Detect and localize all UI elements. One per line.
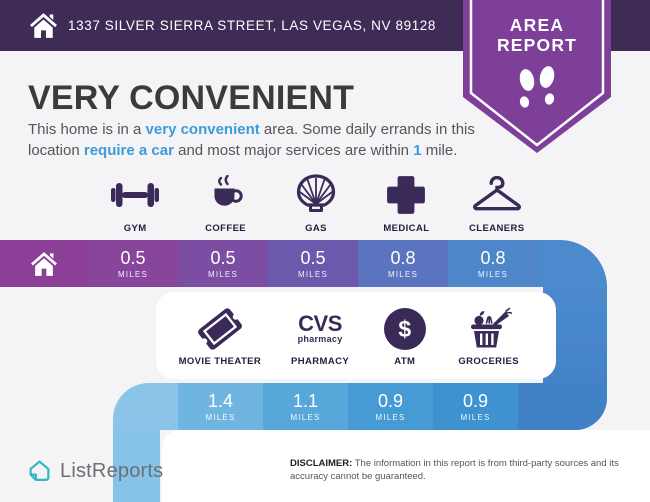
grocery-basket-icon <box>470 307 512 348</box>
badge-title-line2: REPORT <box>496 35 578 55</box>
distance-cell-pharmacy: 1.1 MILES <box>263 383 348 430</box>
summary-text: location <box>28 141 84 159</box>
place-groceries: GROCERIES <box>445 304 532 367</box>
distance-unit: MILES <box>205 412 236 422</box>
distance-cell-gas: 0.5 MILES <box>268 240 358 287</box>
disclaimer-card <box>162 430 650 502</box>
distance-value: 0.5 <box>300 247 326 268</box>
place-label: CLEANERS <box>469 223 525 234</box>
coffee-cup-icon <box>214 175 243 206</box>
home-marker-cell <box>0 240 88 287</box>
place-label: PHARMACY <box>291 356 350 367</box>
place-medical: MEDICAL <box>361 171 451 234</box>
disclaimer-text: DISCLAIMER: The information in this repo… <box>290 457 646 484</box>
home-icon <box>30 13 57 38</box>
distance-cell-medical: 0.8 MILES <box>358 240 448 287</box>
place-cleaners: CLEANERS <box>452 171 542 234</box>
distance-unit: MILES <box>477 269 508 279</box>
distance-cell-atm: 0.9 MILES <box>348 383 433 430</box>
disclaimer-label: DISCLAIMER: <box>290 458 353 469</box>
distance-bar-row1: 0.5 MILES 0.5 MILES 0.5 MILES 0.8 MILES … <box>0 240 607 287</box>
page-title: VERY CONVENIENT <box>28 79 355 117</box>
path-bar2-tail <box>518 383 607 430</box>
cvs-pharmacy-logo: CVS pharmacy <box>297 311 343 344</box>
distance-value: 1.1 <box>292 390 319 411</box>
distance-value: 0.8 <box>480 247 506 268</box>
distance-cell-coffee: 0.5 MILES <box>178 240 268 287</box>
place-label: GROCERIES <box>458 356 519 367</box>
highlight-one: 1 <box>413 141 422 159</box>
disclaimer-line1: The information in this report is from t… <box>352 458 619 469</box>
cvs-logo-text: CVS <box>298 311 342 337</box>
distance-value: 0.9 <box>377 390 404 411</box>
place-label: GYM <box>123 223 147 234</box>
distance-bar-row2: 1.4 MILES 1.1 MILES 0.9 MILES 0.9 MILES <box>113 383 607 430</box>
place-label: GAS <box>305 223 327 234</box>
summary-text: and most major services are within <box>173 141 414 159</box>
place-movie-theater: MOVIE THEATER <box>164 304 276 367</box>
movie-ticket-icon <box>197 308 242 350</box>
property-address: 1337 SILVER SIERRA STREET, LAS VEGAS, NV… <box>68 18 437 33</box>
place-coffee: COFFEE <box>180 171 270 234</box>
badge-pennant-shape <box>463 0 611 153</box>
medical-cross-icon <box>387 176 426 214</box>
distance-unit: MILES <box>375 412 406 422</box>
distance-unit: MILES <box>460 412 491 422</box>
disclaimer-line2: accuracy cannot be guaranteed. <box>290 471 426 483</box>
distance-value: 1.4 <box>207 390 234 411</box>
distance-value: 0.5 <box>210 247 236 268</box>
listreports-brand: ListReports <box>27 459 163 483</box>
place-label: MEDICAL <box>383 223 430 234</box>
summary-text: area. Some daily errands in this <box>259 121 475 138</box>
highlight-require-a-car: require a car <box>83 141 174 159</box>
distance-unit: MILES <box>290 412 321 422</box>
dollar-circle-icon: $ <box>383 308 426 350</box>
brand-name: ListReports <box>60 459 164 482</box>
distance-value: 0.8 <box>390 247 416 268</box>
footprints-icon <box>519 66 555 108</box>
shell-logo-icon <box>296 174 336 212</box>
home-icon <box>31 251 57 276</box>
distance-unit: MILES <box>387 269 418 279</box>
place-label: COFFEE <box>205 223 247 234</box>
badge-title-line1: AREA <box>509 15 565 35</box>
distance-cell-cleaners: 0.8 MILES <box>448 240 538 287</box>
summary-paragraph: This home is in a very convenient area. … <box>28 120 480 161</box>
place-label: MOVIE THEATER <box>178 356 262 367</box>
summary-text: mile. <box>421 141 458 159</box>
distance-unit: MILES <box>117 269 148 279</box>
distance-cell-movie-theater: 1.4 MILES <box>178 383 263 430</box>
distance-value: 0.9 <box>462 390 489 411</box>
highlight-very-convenient: very convenient <box>145 121 260 138</box>
place-pharmacy: CVS pharmacy PHARMACY <box>276 304 365 367</box>
place-atm: $ ATM <box>364 304 445 367</box>
places-row-2-card: MOVIE THEATER CVS pharmacy PHARMACY $ AT… <box>156 292 556 379</box>
cvs-logo-subtext: pharmacy <box>297 333 343 344</box>
distance-cell-gym: 0.5 MILES <box>88 240 178 287</box>
dumbbell-icon <box>111 183 160 207</box>
listreports-house-icon <box>29 460 50 481</box>
places-row-1: GYM COFFEE <box>90 171 542 234</box>
distance-cell-groceries: 0.9 MILES <box>433 383 518 430</box>
place-label: ATM <box>394 356 416 367</box>
dollar-sign: $ <box>398 315 412 342</box>
hanger-icon <box>472 176 521 211</box>
place-gas: GAS <box>271 171 361 234</box>
area-report-badge: AREA REPORT <box>462 0 612 162</box>
distance-unit: MILES <box>207 269 238 279</box>
path-band-left <box>113 428 160 502</box>
summary-text: This home is in a <box>28 121 146 138</box>
distance-unit: MILES <box>297 269 328 279</box>
place-gym: GYM <box>90 171 180 234</box>
distance-value: 0.5 <box>120 247 146 268</box>
